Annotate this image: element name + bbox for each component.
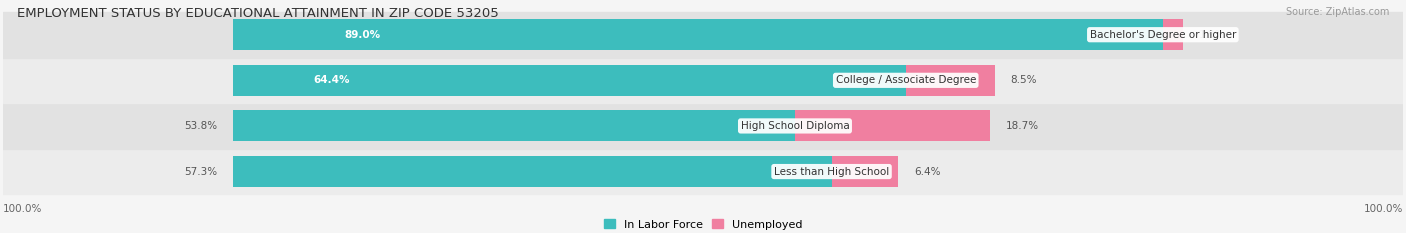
- Text: Less than High School: Less than High School: [773, 167, 889, 177]
- Bar: [3, 58, 1403, 103]
- Text: 89.0%: 89.0%: [344, 30, 381, 40]
- Bar: [905, 65, 994, 96]
- Bar: [3, 149, 1403, 194]
- Bar: [3, 12, 1403, 58]
- Text: 8.5%: 8.5%: [1011, 75, 1036, 85]
- Text: EMPLOYMENT STATUS BY EDUCATIONAL ATTAINMENT IN ZIP CODE 53205: EMPLOYMENT STATUS BY EDUCATIONAL ATTAINM…: [17, 7, 499, 20]
- Text: 64.4%: 64.4%: [314, 75, 350, 85]
- Bar: [233, 110, 794, 141]
- Bar: [1163, 19, 1182, 50]
- Bar: [233, 156, 831, 187]
- Bar: [831, 156, 898, 187]
- Bar: [794, 110, 990, 141]
- Text: 100.0%: 100.0%: [1364, 204, 1403, 214]
- Bar: [233, 65, 905, 96]
- Text: 53.8%: 53.8%: [184, 121, 217, 131]
- Text: Source: ZipAtlas.com: Source: ZipAtlas.com: [1285, 7, 1389, 17]
- Text: 100.0%: 100.0%: [3, 204, 42, 214]
- Text: 57.3%: 57.3%: [184, 167, 217, 177]
- Legend: In Labor Force, Unemployed: In Labor Force, Unemployed: [599, 215, 807, 233]
- Text: High School Diploma: High School Diploma: [741, 121, 849, 131]
- Text: Bachelor's Degree or higher: Bachelor's Degree or higher: [1090, 30, 1236, 40]
- Bar: [3, 103, 1403, 149]
- Text: 1.9%: 1.9%: [1198, 30, 1225, 40]
- Text: 18.7%: 18.7%: [1007, 121, 1039, 131]
- Bar: [233, 19, 1163, 50]
- Text: College / Associate Degree: College / Associate Degree: [835, 75, 976, 85]
- Text: 6.4%: 6.4%: [914, 167, 941, 177]
